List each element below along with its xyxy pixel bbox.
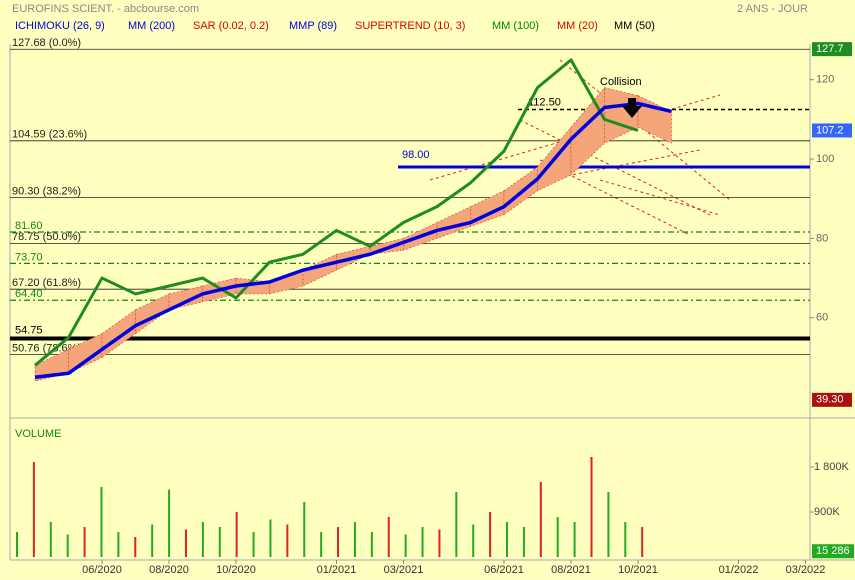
y-tick-label: 100 bbox=[816, 153, 834, 165]
y-tick-label: 80 bbox=[816, 232, 828, 244]
volume-bar bbox=[590, 457, 593, 557]
x-tick-label: 08/2020 bbox=[149, 564, 189, 576]
cloud bbox=[570, 86, 605, 176]
volume-bar bbox=[269, 519, 272, 557]
legend-entry: MM (200) bbox=[128, 20, 175, 32]
blue-level-label: 98.00 bbox=[402, 149, 430, 161]
x-tick-label: 06/2020 bbox=[82, 564, 122, 576]
legend-entry: MM (50) bbox=[614, 20, 655, 32]
legend-entry: ICHIMOKU (26, 9) bbox=[15, 20, 105, 32]
volume-bar bbox=[353, 522, 356, 557]
volume-bar bbox=[455, 492, 458, 557]
volume-bar bbox=[151, 524, 154, 557]
dashed-level-label: 112.50 bbox=[528, 96, 561, 108]
volume-title: VOLUME bbox=[15, 428, 61, 440]
volume-bar bbox=[607, 492, 610, 557]
fib-label: 67.20 (61.8%) bbox=[12, 277, 81, 289]
x-tick-label: 03/2022 bbox=[786, 564, 826, 576]
x-tick-label: 01/2022 bbox=[719, 564, 759, 576]
period: 2 ANS - JOUR bbox=[737, 3, 808, 15]
volume-bar bbox=[32, 462, 35, 557]
x-tick-label: 08/2021 bbox=[551, 564, 591, 576]
volume-bar bbox=[404, 534, 407, 557]
cloud bbox=[269, 269, 304, 295]
volume-bar bbox=[556, 517, 559, 557]
volume-bar bbox=[472, 524, 475, 557]
volume-bar bbox=[49, 522, 52, 557]
x-tick-label: 01/2021 bbox=[317, 564, 357, 576]
y-tick-label: 1 800K bbox=[814, 461, 850, 473]
price-line bbox=[34, 58, 639, 367]
legend-entry: MMP (89) bbox=[289, 20, 337, 32]
green-level-label: 64.40 bbox=[15, 288, 43, 300]
fib-label: 104.59 (23.6%) bbox=[12, 129, 87, 141]
volume-bar bbox=[539, 482, 542, 557]
y-tick-label: 900K bbox=[814, 506, 840, 518]
volume-bar bbox=[218, 527, 221, 557]
volume-bar bbox=[387, 517, 390, 557]
volume-bar bbox=[641, 527, 644, 557]
volume-bar bbox=[438, 529, 441, 557]
chart-title: EUROFINS SCIENT. - abcbourse.com bbox=[12, 3, 199, 15]
annotation-arrow bbox=[622, 98, 642, 118]
y-tick-label: 60 bbox=[816, 312, 828, 324]
volume-bar bbox=[134, 537, 137, 557]
price-box bbox=[812, 123, 852, 138]
volume-bar bbox=[421, 527, 424, 557]
price-box-label: 107.2 bbox=[816, 124, 844, 136]
volume-bar bbox=[624, 522, 627, 557]
fib-label: 127.68 (0.0%) bbox=[12, 37, 81, 49]
x-tick-label: 06/2021 bbox=[484, 564, 524, 576]
volume-bar bbox=[100, 487, 103, 557]
price-box-label: 39.30 bbox=[816, 394, 844, 406]
legend-entry: SAR (0.02, 0.2) bbox=[193, 20, 269, 32]
y-tick-label: 120 bbox=[816, 74, 834, 86]
price-box bbox=[812, 42, 852, 57]
volume-bar bbox=[506, 522, 509, 557]
volume-bar bbox=[184, 529, 187, 557]
annotation: Collision bbox=[600, 76, 642, 88]
green-level-label: 73.70 bbox=[15, 251, 43, 263]
support-label: 54.75 bbox=[15, 324, 43, 336]
volume-bar bbox=[66, 534, 69, 557]
volume-bar bbox=[286, 524, 289, 557]
green-level-label: 81.60 bbox=[15, 220, 43, 232]
cloud bbox=[637, 95, 672, 144]
fib-label: 50.76 (78.6%) bbox=[12, 342, 81, 354]
volume-bar bbox=[370, 532, 373, 557]
mmp-line bbox=[34, 101, 672, 379]
cloud bbox=[168, 285, 203, 311]
fib-label: 78.75 (50.0%) bbox=[12, 231, 81, 243]
x-tick-label: 10/2020 bbox=[216, 564, 256, 576]
legend-entry: SUPERTREND (10, 3) bbox=[355, 20, 465, 32]
volume-bar bbox=[16, 532, 18, 557]
volume-bar bbox=[337, 527, 340, 557]
volume-bar bbox=[320, 532, 323, 557]
volume-bar bbox=[522, 527, 525, 557]
volume-box bbox=[812, 544, 854, 559]
legend-entry: MM (100) bbox=[492, 20, 539, 32]
x-tick-label: 10/2021 bbox=[618, 564, 658, 576]
volume-bar bbox=[168, 489, 171, 557]
volume-bar bbox=[235, 512, 238, 557]
legend-entry: MM (20) bbox=[557, 20, 598, 32]
volume-bar bbox=[489, 512, 492, 557]
volume-bar bbox=[117, 532, 120, 557]
volume-bar bbox=[573, 522, 576, 557]
volume-bar bbox=[201, 522, 204, 557]
fib-label: 90.30 (38.2%) bbox=[12, 185, 81, 197]
price-box-label: 127.7 bbox=[816, 43, 844, 55]
volume-box-label: 15 286 bbox=[816, 545, 850, 557]
x-tick-label: 03/2021 bbox=[384, 564, 424, 576]
price-box bbox=[812, 392, 852, 407]
volume-bar bbox=[252, 532, 255, 557]
volume-bar bbox=[303, 502, 306, 557]
volume-bar bbox=[83, 527, 86, 557]
